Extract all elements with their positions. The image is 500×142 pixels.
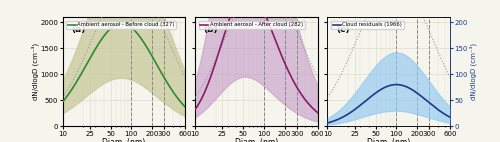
X-axis label: Diam. (nm): Diam. (nm) (234, 138, 278, 142)
X-axis label: Diam. (nm): Diam. (nm) (102, 138, 146, 142)
Legend: Ambient aerosol - After cloud (282): Ambient aerosol - After cloud (282) (199, 21, 304, 29)
Text: (b): (b) (204, 25, 218, 34)
Y-axis label: dN/dlogD (cm⁻³): dN/dlogD (cm⁻³) (32, 43, 39, 100)
Legend: Ambient aerosol - Before cloud (327): Ambient aerosol - Before cloud (327) (66, 21, 176, 29)
X-axis label: Diam. (nm): Diam. (nm) (367, 138, 410, 142)
Text: (c): (c) (336, 25, 349, 34)
Y-axis label: dN/dlogD (cm⁻³): dN/dlogD (cm⁻³) (469, 43, 476, 100)
Text: (a): (a) (71, 25, 86, 34)
Legend: Cloud residuals (1966): Cloud residuals (1966) (331, 21, 404, 29)
